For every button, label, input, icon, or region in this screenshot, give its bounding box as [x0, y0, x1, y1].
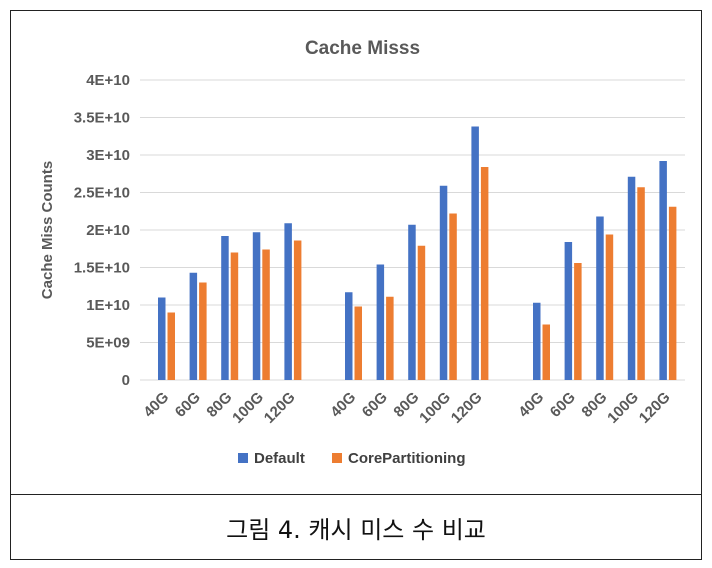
x-tick-label: 120G	[448, 389, 486, 427]
x-tick-label: 100G	[229, 389, 267, 427]
bar-default	[376, 264, 385, 380]
figure-caption: 그림 4. 캐시 미스 수 비교	[226, 516, 486, 544]
x-tick-label: 40G	[327, 389, 359, 421]
bar-default	[533, 302, 541, 380]
x-tick-label: 60G	[172, 389, 204, 421]
y-tick-label: 2E+10	[86, 222, 130, 239]
y-tick-label: 2.5E+10	[74, 185, 130, 202]
x-tick-label: 60G	[547, 389, 579, 421]
bar-default	[439, 185, 448, 380]
bar-default	[627, 176, 636, 380]
y-tick-label: 1E+10	[86, 297, 130, 314]
bar-corepartitioning	[354, 306, 362, 380]
bar-default	[221, 236, 229, 380]
figure-frame	[10, 10, 702, 560]
bar-corepartitioning	[293, 240, 302, 380]
x-tick-label: 40G	[140, 389, 172, 421]
bar-corepartitioning	[480, 167, 489, 380]
bar-default	[659, 161, 667, 380]
bar-corepartitioning	[167, 312, 175, 380]
bar-chart: Cache Misss 0 5E+09 1E+10 1.5E+10 2E+10 2.5E+1…	[39, 38, 685, 467]
bar-corepartitioning	[199, 282, 207, 380]
y-axis-label: Cache Miss Counts	[39, 161, 56, 299]
x-tick-label: 40G	[515, 389, 547, 421]
chart-title: Cache Misss	[305, 38, 420, 59]
legend-label: Default	[254, 450, 305, 467]
y-tick-label: 0	[122, 372, 130, 389]
bar-corepartitioning	[542, 324, 550, 380]
bar-corepartitioning	[668, 206, 677, 380]
bar-corepartitioning	[386, 296, 394, 380]
y-tick-label: 4E+10	[86, 72, 130, 89]
bar-corepartitioning	[417, 245, 426, 380]
legend-swatch	[332, 453, 342, 463]
x-tick-label: 120G	[261, 389, 299, 427]
legend-label: CorePartitioning	[348, 450, 466, 467]
bar-corepartitioning	[605, 234, 614, 380]
y-tick-label: 1.5E+10	[74, 260, 130, 277]
bar-corepartitioning	[262, 249, 270, 380]
bar-corepartitioning	[230, 252, 239, 380]
y-tick-label: 5E+09	[86, 335, 130, 352]
y-tick-label: 3.5E+10	[74, 110, 130, 127]
bar-corepartitioning	[574, 263, 582, 380]
bar-default	[158, 297, 166, 380]
bar-default	[284, 223, 292, 380]
y-tick-label: 3E+10	[86, 147, 130, 164]
legend-swatch	[238, 453, 248, 463]
bar-corepartitioning	[637, 187, 645, 380]
bar-default	[596, 216, 604, 380]
bar-default	[408, 224, 416, 380]
bar-default	[345, 292, 353, 380]
x-tick-label: 100G	[604, 389, 642, 427]
x-tick-label: 100G	[416, 389, 454, 427]
bar-corepartitioning	[449, 213, 457, 380]
bar-default	[471, 126, 479, 380]
bar-default	[252, 232, 261, 380]
chart-panel: Cache Misss 0 5E+09 1E+10 1.5E+10 2E+10 2.5E+1…	[10, 10, 702, 495]
x-tick-label: 120G	[636, 389, 674, 427]
x-tick-label: 60G	[359, 389, 391, 421]
bar-default	[189, 272, 198, 380]
bar-default	[564, 242, 573, 380]
